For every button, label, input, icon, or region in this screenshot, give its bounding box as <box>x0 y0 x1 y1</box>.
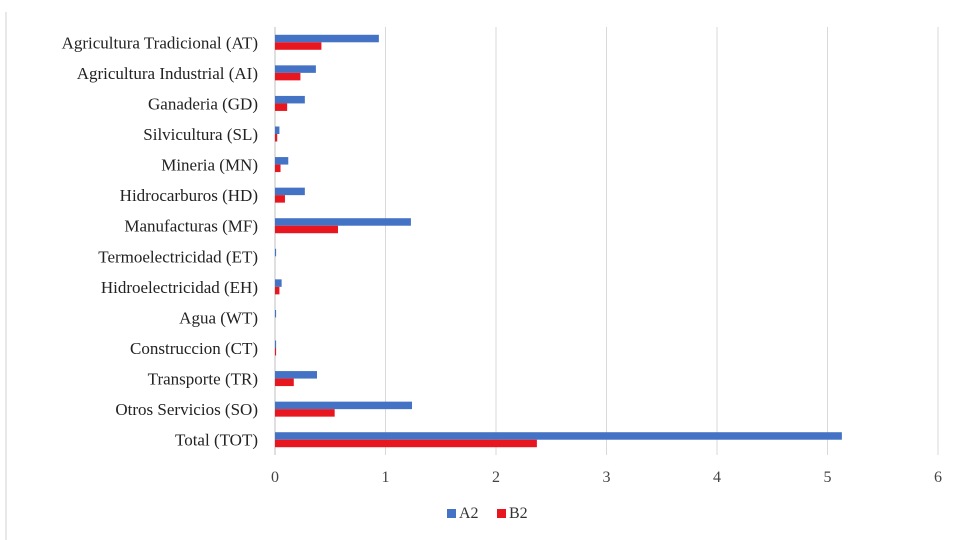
bar-a2 <box>275 371 317 379</box>
category-label: Transporte (TR) <box>148 370 258 389</box>
x-tick-labels: 0 1 2 3 4 5 6 <box>271 469 942 486</box>
bar-b2 <box>275 378 294 387</box>
category-label: Total (TOT) <box>175 431 258 450</box>
bar-a2 <box>275 187 305 196</box>
legend: A2 B2 <box>447 505 528 522</box>
bar-b2 <box>275 42 322 50</box>
bars <box>275 34 842 448</box>
bar-b2 <box>275 439 537 448</box>
x-tick-label: 4 <box>713 469 721 486</box>
legend-label: A2 <box>459 505 479 522</box>
category-label: Agricultura Tradicional (AT) <box>62 33 258 52</box>
bar-a2 <box>275 95 305 104</box>
bar-a2 <box>275 34 379 43</box>
bar-a2 <box>275 126 280 134</box>
category-label: Hidroelectricidad (EH) <box>101 278 258 297</box>
category-label: Hidrocarburos (HD) <box>120 186 258 205</box>
bar-a2 <box>275 432 842 440</box>
bar-b2 <box>275 134 278 142</box>
bar-b2 <box>275 164 281 173</box>
bar-b2 <box>275 103 288 111</box>
bar-b2 <box>275 348 277 356</box>
x-tick-label: 6 <box>934 469 942 486</box>
x-tick-label: 5 <box>824 469 832 486</box>
bar-b2 <box>275 286 280 295</box>
bar-b2 <box>275 72 301 81</box>
bar-a2 <box>275 218 411 226</box>
bar-b2 <box>275 409 335 417</box>
x-tick-label: 1 <box>382 469 390 486</box>
category-label: Agua (WT) <box>179 308 258 327</box>
category-label: Agricultura Industrial (AI) <box>77 64 258 83</box>
category-label: Mineria (MN) <box>161 156 258 175</box>
bar-a2 <box>275 309 277 318</box>
category-label: Silvicultura (SL) <box>143 125 258 144</box>
bar-a2 <box>275 65 316 73</box>
category-label: Termoelectricidad (ET) <box>98 247 258 266</box>
bar-a2 <box>275 279 282 287</box>
x-tick-label: 2 <box>492 469 500 486</box>
bar-a2 <box>275 248 277 257</box>
category-labels: Agricultura Tradicional (AT) Agricultura … <box>62 33 258 449</box>
legend-swatch-a2 <box>447 509 456 518</box>
legend-label: B2 <box>509 505 528 522</box>
x-tick-label: 3 <box>603 469 611 486</box>
legend-swatch-b2 <box>497 509 506 518</box>
category-label: Manufacturas (MF) <box>124 217 258 236</box>
bar-a2 <box>275 340 277 348</box>
category-label: Ganaderia (GD) <box>148 94 258 113</box>
bar-a2 <box>275 401 413 410</box>
bar-a2 <box>275 157 289 165</box>
bar-b2 <box>275 195 285 203</box>
bar-b2 <box>275 225 338 234</box>
x-tick-label: 0 <box>271 469 279 486</box>
category-label: Otros Servicios (SO) <box>115 400 258 419</box>
category-label: Construccion (CT) <box>130 339 258 358</box>
